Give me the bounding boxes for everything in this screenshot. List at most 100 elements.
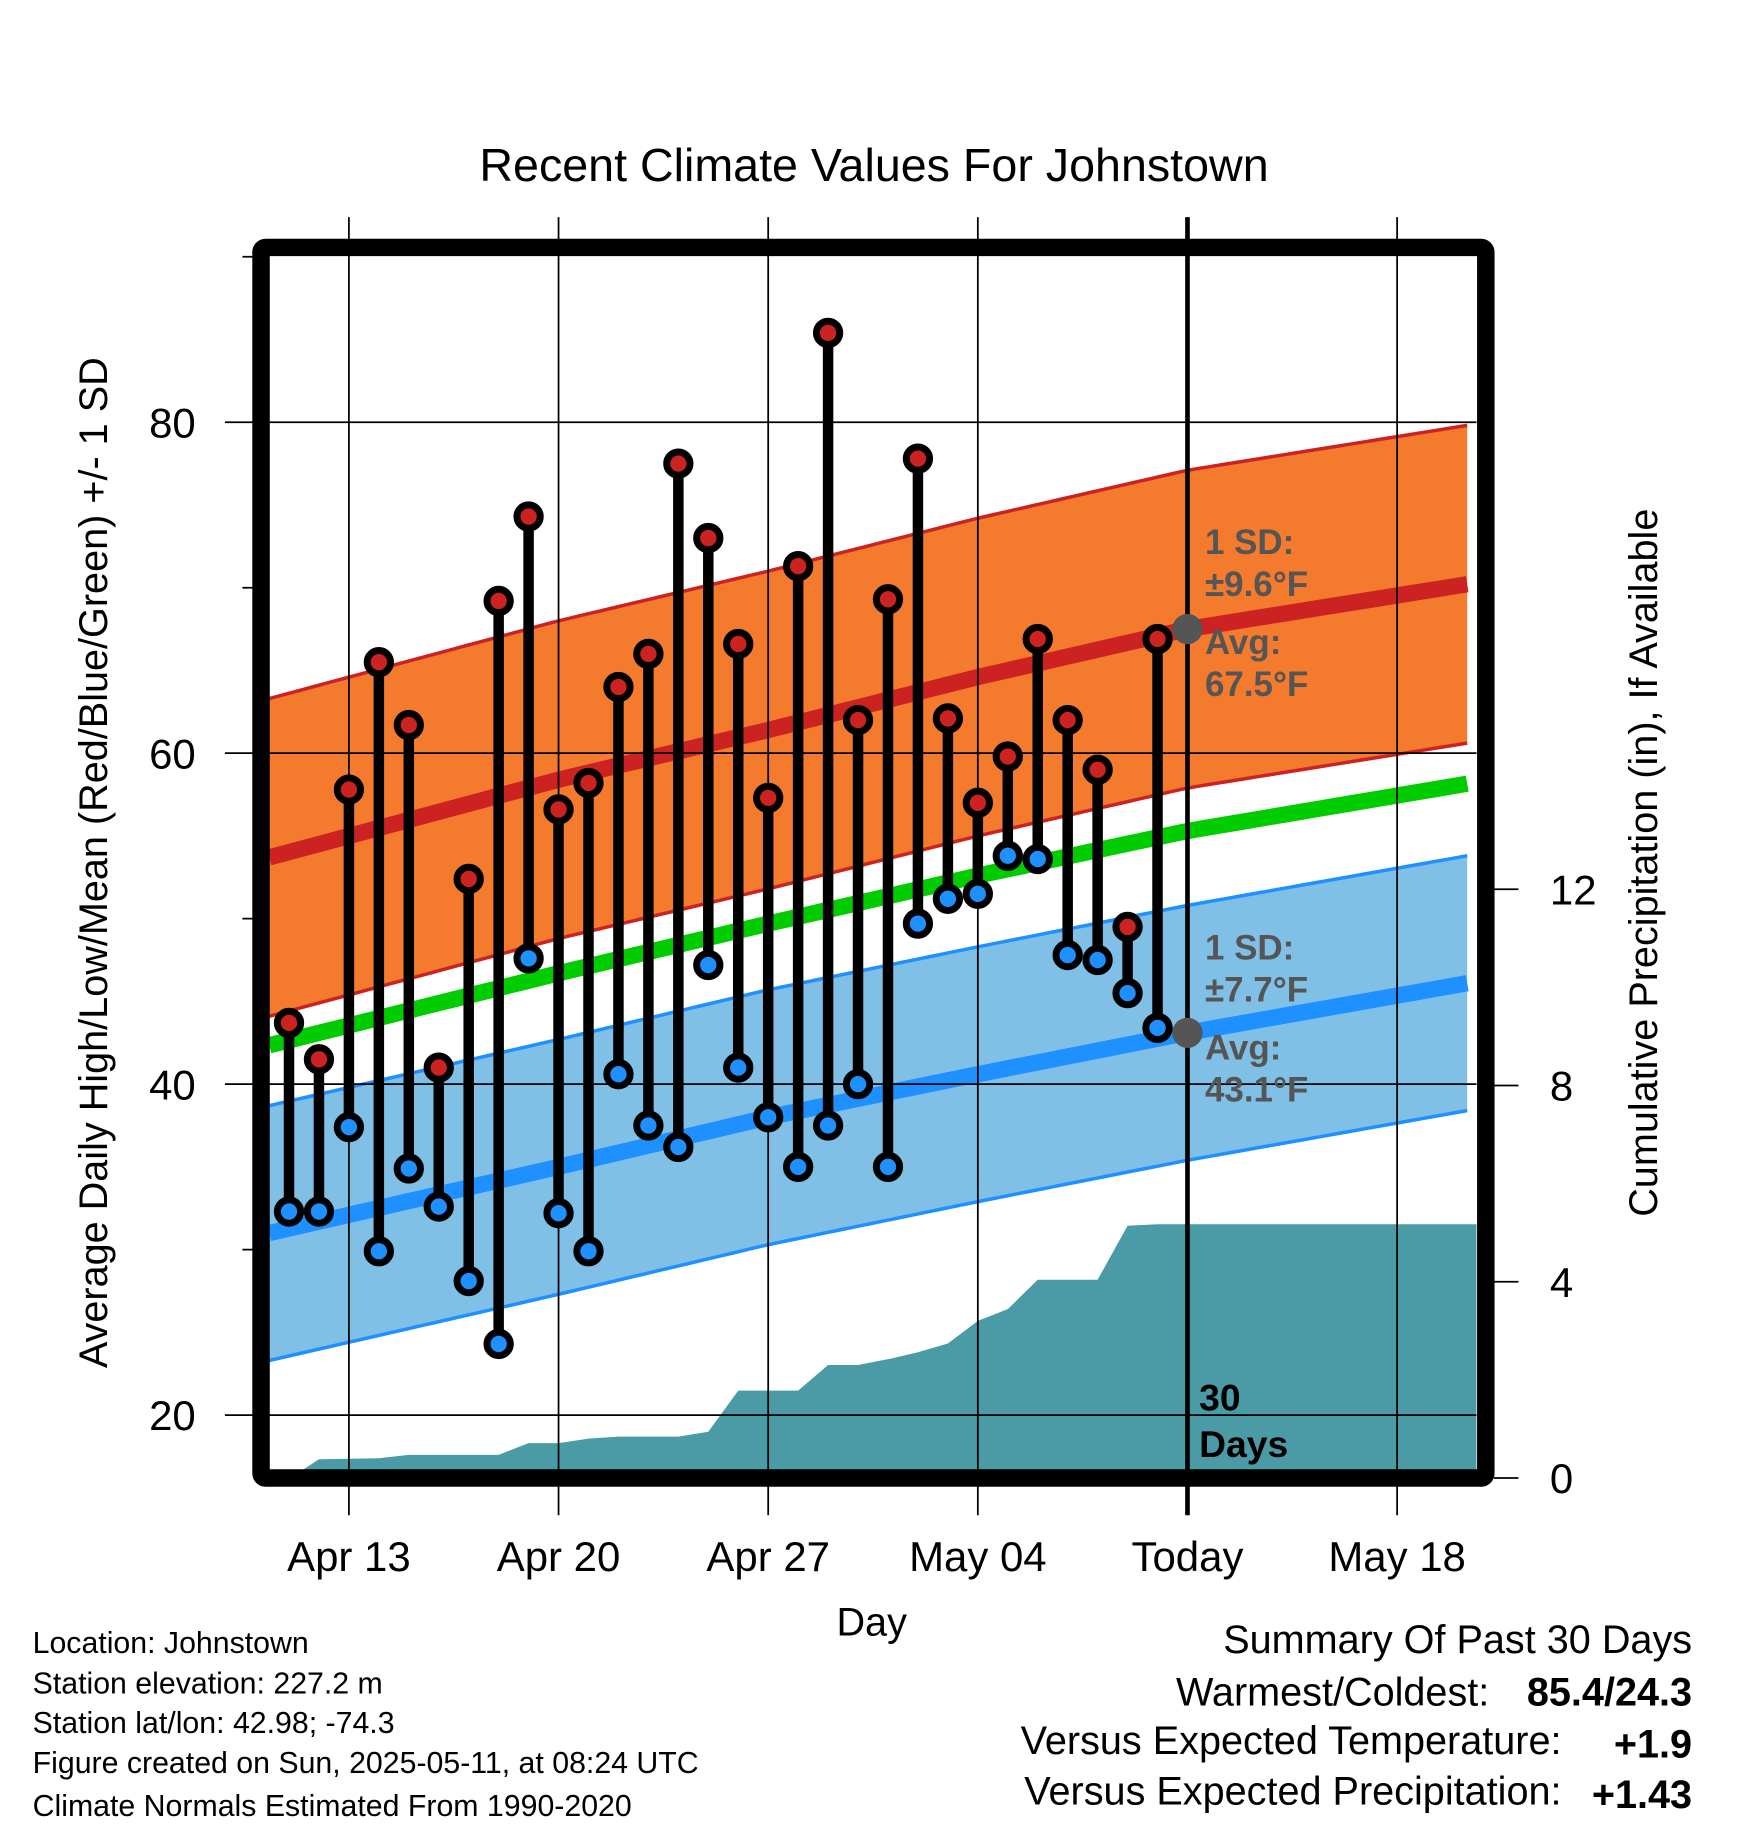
normal-high-line <box>269 576 1469 866</box>
info-elevation: Station elevation: 227.2 m <box>33 1668 383 1701</box>
daily-low-point <box>513 943 544 974</box>
high-avg-value: 67.5°F <box>1205 665 1308 704</box>
y-tick-label: 40 <box>149 1061 196 1108</box>
daily-record <box>842 704 874 1100</box>
y2-tick-label: 12 <box>1550 866 1597 913</box>
daily-low-point <box>1022 843 1053 875</box>
x-tick-label: Apr 13 <box>287 1533 411 1580</box>
daily-record <box>333 774 365 1143</box>
daily-record <box>393 709 424 1184</box>
daily-low-point <box>273 1196 305 1227</box>
daily-record <box>1022 623 1053 875</box>
daily-high-point <box>723 628 754 660</box>
daily-high-point <box>753 782 784 814</box>
y2-tick-label: 0 <box>1550 1455 1573 1502</box>
daily-high-point <box>393 709 424 741</box>
summary-title: Summary Of Past 30 Days <box>1223 1618 1692 1662</box>
x-tick-label: Today <box>1132 1533 1244 1580</box>
daily-record <box>992 741 1023 871</box>
daily-high-point <box>513 501 544 532</box>
daily-low-point <box>723 1052 754 1083</box>
y-tick-label: 60 <box>149 730 196 777</box>
daily-record <box>513 501 544 974</box>
daily-record <box>543 794 574 1229</box>
period-label-number: 30 <box>1199 1376 1240 1418</box>
daily-high-point <box>962 787 993 818</box>
daily-record <box>633 638 664 1141</box>
daily-high-point <box>303 1044 335 1075</box>
plot-frame <box>252 238 1495 1487</box>
daily-record <box>782 551 814 1183</box>
low-avg-value: 43.1°F <box>1205 1071 1308 1110</box>
warmest-label: Warmest/Coldest: <box>1176 1670 1489 1714</box>
daily-high-point <box>273 1007 305 1039</box>
low-normal-band-lower <box>269 1108 1468 1363</box>
daily-low-point <box>812 1110 844 1141</box>
daily-record <box>273 1007 305 1227</box>
x-tick-label: Apr 20 <box>497 1533 621 1580</box>
daily-high-point <box>603 671 634 703</box>
x-tick-label: May 18 <box>1328 1533 1466 1580</box>
daily-high-point <box>902 443 934 474</box>
daily-high-point <box>782 551 814 582</box>
daily-record <box>363 647 394 1267</box>
daily-high-point <box>693 522 724 554</box>
daily-record <box>932 703 964 914</box>
daily-low-point <box>483 1328 514 1360</box>
daily-low-point <box>663 1131 694 1163</box>
daily-low-point <box>333 1112 365 1143</box>
daily-high-point <box>543 794 574 825</box>
y2-axis-label: Cumulative Precipitation (in), If Availa… <box>1622 509 1666 1217</box>
info-normals: Climate Normals Estimated From 1990-2020 <box>33 1790 632 1823</box>
warmest-value: 85.4/24.3 <box>1527 1670 1692 1714</box>
daily-high-point <box>932 703 964 734</box>
daily-low-point <box>603 1059 634 1090</box>
daily-record <box>423 1052 454 1222</box>
daily-high-point <box>872 584 904 615</box>
daily-low-point <box>1142 1012 1173 1044</box>
daily-high-point <box>1052 704 1083 736</box>
low-avg-label: Avg: <box>1205 1029 1281 1068</box>
x-tick-label: Apr 27 <box>706 1533 830 1580</box>
station-info: Location: Johnstown Station elevation: 2… <box>33 1627 699 1823</box>
info-location: Location: Johnstown <box>33 1627 309 1660</box>
high-sd-label: 1 SD: <box>1205 523 1294 562</box>
daily-record <box>303 1044 335 1227</box>
daily-high-point <box>1112 911 1143 943</box>
daily-high-point <box>992 741 1023 772</box>
daily-record <box>1052 704 1083 971</box>
daily-high-point <box>633 638 664 670</box>
daily-record <box>812 317 844 1141</box>
high-avg-label: Avg: <box>1205 623 1281 662</box>
x-tick-label: May 04 <box>909 1533 1047 1580</box>
high-sd-value: ±9.6°F <box>1205 565 1308 604</box>
daily-low-point <box>932 883 964 914</box>
daily-high-point <box>483 585 514 617</box>
today-low-normal-marker <box>1172 1017 1203 1048</box>
daily-record <box>483 585 514 1360</box>
y-axis-label: Average Daily High/Low/Mean (Red/Blue/Gr… <box>72 357 116 1368</box>
daily-low-point <box>962 878 993 909</box>
low-sd-value: ±7.7°F <box>1205 970 1308 1009</box>
daily-high-point <box>842 704 874 736</box>
plot-annotations: 1 SD: ±9.6°F Avg: 67.5°F 1 SD: ±7.7°F Av… <box>1199 523 1308 1465</box>
temp-anomaly-label: Versus Expected Temperature: <box>1021 1719 1562 1763</box>
y-tick-label: 80 <box>149 399 196 446</box>
daily-record <box>872 584 904 1183</box>
daily-record <box>693 522 724 981</box>
daily-low-point <box>753 1102 784 1133</box>
daily-low-point <box>453 1265 484 1297</box>
daily-record <box>663 448 694 1163</box>
daily-record <box>962 787 993 909</box>
daily-low-point <box>872 1151 904 1183</box>
daily-high-point <box>1022 623 1053 655</box>
daily-low-point <box>393 1153 424 1184</box>
daily-low-point <box>1082 944 1113 976</box>
daily-record <box>1082 754 1113 976</box>
info-latlon: Station lat/lon: 42.98; -74.3 <box>33 1707 395 1740</box>
chart-title: Recent Climate Values For Johnstown <box>479 139 1268 191</box>
daily-record <box>902 443 934 939</box>
daily-record <box>753 782 784 1133</box>
precip-anomaly-value: +1.43 <box>1592 1773 1692 1817</box>
